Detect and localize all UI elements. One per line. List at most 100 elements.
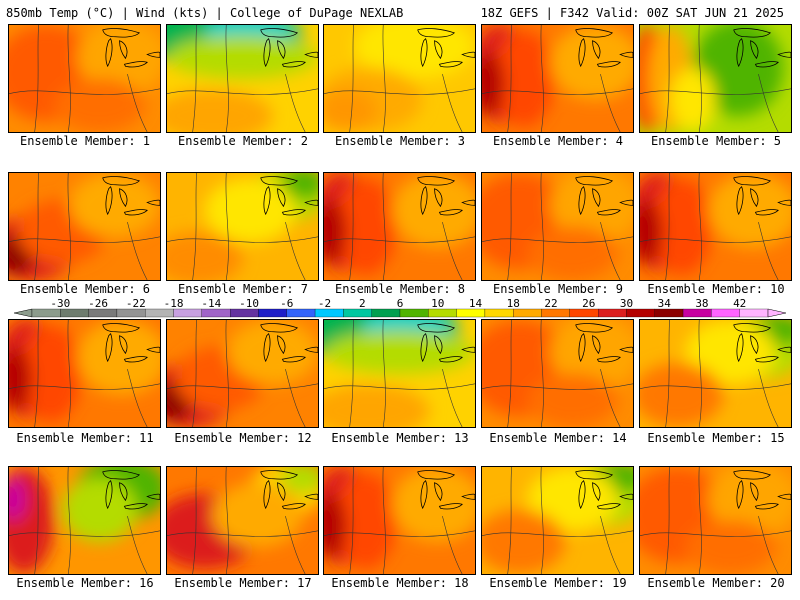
ensemble-member-label: Ensemble Member: 7 (177, 282, 309, 296)
colorbar-segment (626, 308, 655, 318)
temperature-region (707, 173, 791, 248)
contour-line (600, 74, 621, 132)
temperature-region (482, 509, 566, 574)
contour-line (640, 88, 791, 95)
contour-line (192, 25, 197, 132)
contour-line (127, 74, 148, 132)
contour-line (167, 383, 318, 390)
ensemble-member-map (639, 466, 792, 575)
colorbar-right-arrow (767, 308, 786, 318)
colorbar-segment (31, 308, 61, 318)
temperature-region (280, 173, 318, 200)
ensemble-member-map (166, 466, 319, 575)
ensemble-member-map (8, 24, 161, 133)
temperature-region (167, 89, 273, 132)
colorbar-tick-label: 34 (658, 298, 672, 310)
colorbar-tick-label: 26 (582, 298, 595, 310)
contour-line (34, 467, 39, 574)
temperature-region (549, 173, 633, 243)
temperature-region (212, 483, 303, 548)
temperature-colorbar: -30 -26 -22 -18 -14 -10 -6 -2 2 6 10 14 18 22 26 30 34 38… (14, 298, 786, 322)
temperature-region (227, 320, 318, 385)
colorbar-tick-label: 10 (431, 298, 444, 310)
contour-line (192, 467, 197, 574)
temperature-region (707, 467, 791, 537)
contour-line (507, 467, 512, 574)
great-lakes-outline (575, 176, 633, 216)
colorbar-tick-label: 30 (620, 298, 633, 310)
temperature-region (527, 226, 618, 280)
contour-line (758, 74, 779, 132)
contour-line (285, 74, 306, 132)
contour-line (349, 320, 354, 427)
contour-line (482, 88, 633, 95)
temperature-region (549, 25, 633, 100)
ensemble-member-label: Ensemble Member: 1 (19, 134, 151, 148)
colorbar-segment (371, 308, 401, 318)
colorbar-segment (286, 308, 316, 318)
ensemble-member-label: Ensemble Member: 5 (650, 134, 782, 148)
ensemble-member-label: Ensemble Member: 19 (489, 576, 627, 590)
ensemble-member-label: Ensemble Member: 20 (647, 576, 785, 590)
great-lakes-outline (417, 176, 475, 216)
colorbar-segment (682, 308, 712, 318)
colorbar-segment (173, 308, 202, 318)
contour-line (167, 88, 318, 95)
contour-line (698, 173, 702, 280)
contour-line (127, 516, 148, 574)
ensemble-member-label: Ensemble Member: 9 (492, 282, 624, 296)
ensemble-member-label: Ensemble Member: 14 (489, 431, 627, 445)
contour-line (9, 236, 160, 243)
colorbar-tick-label: 42 (733, 298, 746, 310)
colorbar-segment (116, 308, 146, 318)
contour-line (640, 530, 791, 537)
ensemble-member-map (323, 24, 476, 133)
temperature-region (280, 467, 318, 494)
ensemble-member-label: Ensemble Member: 18 (331, 576, 469, 590)
temperature-region (494, 30, 555, 127)
ensemble-member-map (8, 172, 161, 281)
temperature-region (685, 320, 776, 385)
contour-line (665, 320, 670, 427)
temperature-region (9, 346, 32, 411)
contour-line (127, 369, 148, 427)
contour-line (9, 383, 160, 390)
contour-line (600, 222, 621, 280)
contour-line (698, 320, 702, 427)
contour-line (540, 320, 544, 427)
contour-line (698, 25, 702, 132)
colorbar-segment (739, 308, 769, 318)
ensemble-member-map (166, 319, 319, 428)
great-lakes-outline (260, 176, 318, 216)
colorbar-segment (456, 308, 486, 318)
ensemble-member-map (323, 172, 476, 281)
colorbar-segment (230, 308, 259, 318)
contour-line (507, 173, 512, 280)
colorbar-segment (343, 308, 372, 318)
colorbar-left-arrow (14, 308, 33, 318)
map-title: 850mb Temp (°C) | Wind (kts) | College o… (6, 6, 404, 20)
great-lakes-outline (102, 28, 160, 68)
colorbar-tick-label: 18 (507, 298, 520, 310)
temperature-region (640, 362, 724, 427)
contour-line (34, 173, 39, 280)
colorbar-segment (201, 308, 231, 318)
ensemble-member-label: Ensemble Member: 12 (174, 431, 312, 445)
contour-line (540, 25, 544, 132)
temperature-region (9, 477, 26, 521)
contour-line (600, 516, 621, 574)
colorbar-segment (711, 308, 740, 318)
ensemble-member-map (8, 466, 161, 575)
contour-line (640, 236, 791, 243)
temperature-region (324, 384, 430, 427)
contour-line (540, 467, 544, 574)
ensemble-member-label: Ensemble Member: 6 (19, 282, 151, 296)
contour-line (9, 530, 160, 537)
colorbar-tick-label: -30 (50, 298, 70, 310)
temperature-region (76, 25, 160, 95)
ensemble-member-map (166, 24, 319, 133)
contour-line (442, 516, 463, 574)
contour-line (482, 236, 633, 243)
colorbar-segment (598, 308, 627, 318)
great-lakes-outline (260, 470, 318, 510)
